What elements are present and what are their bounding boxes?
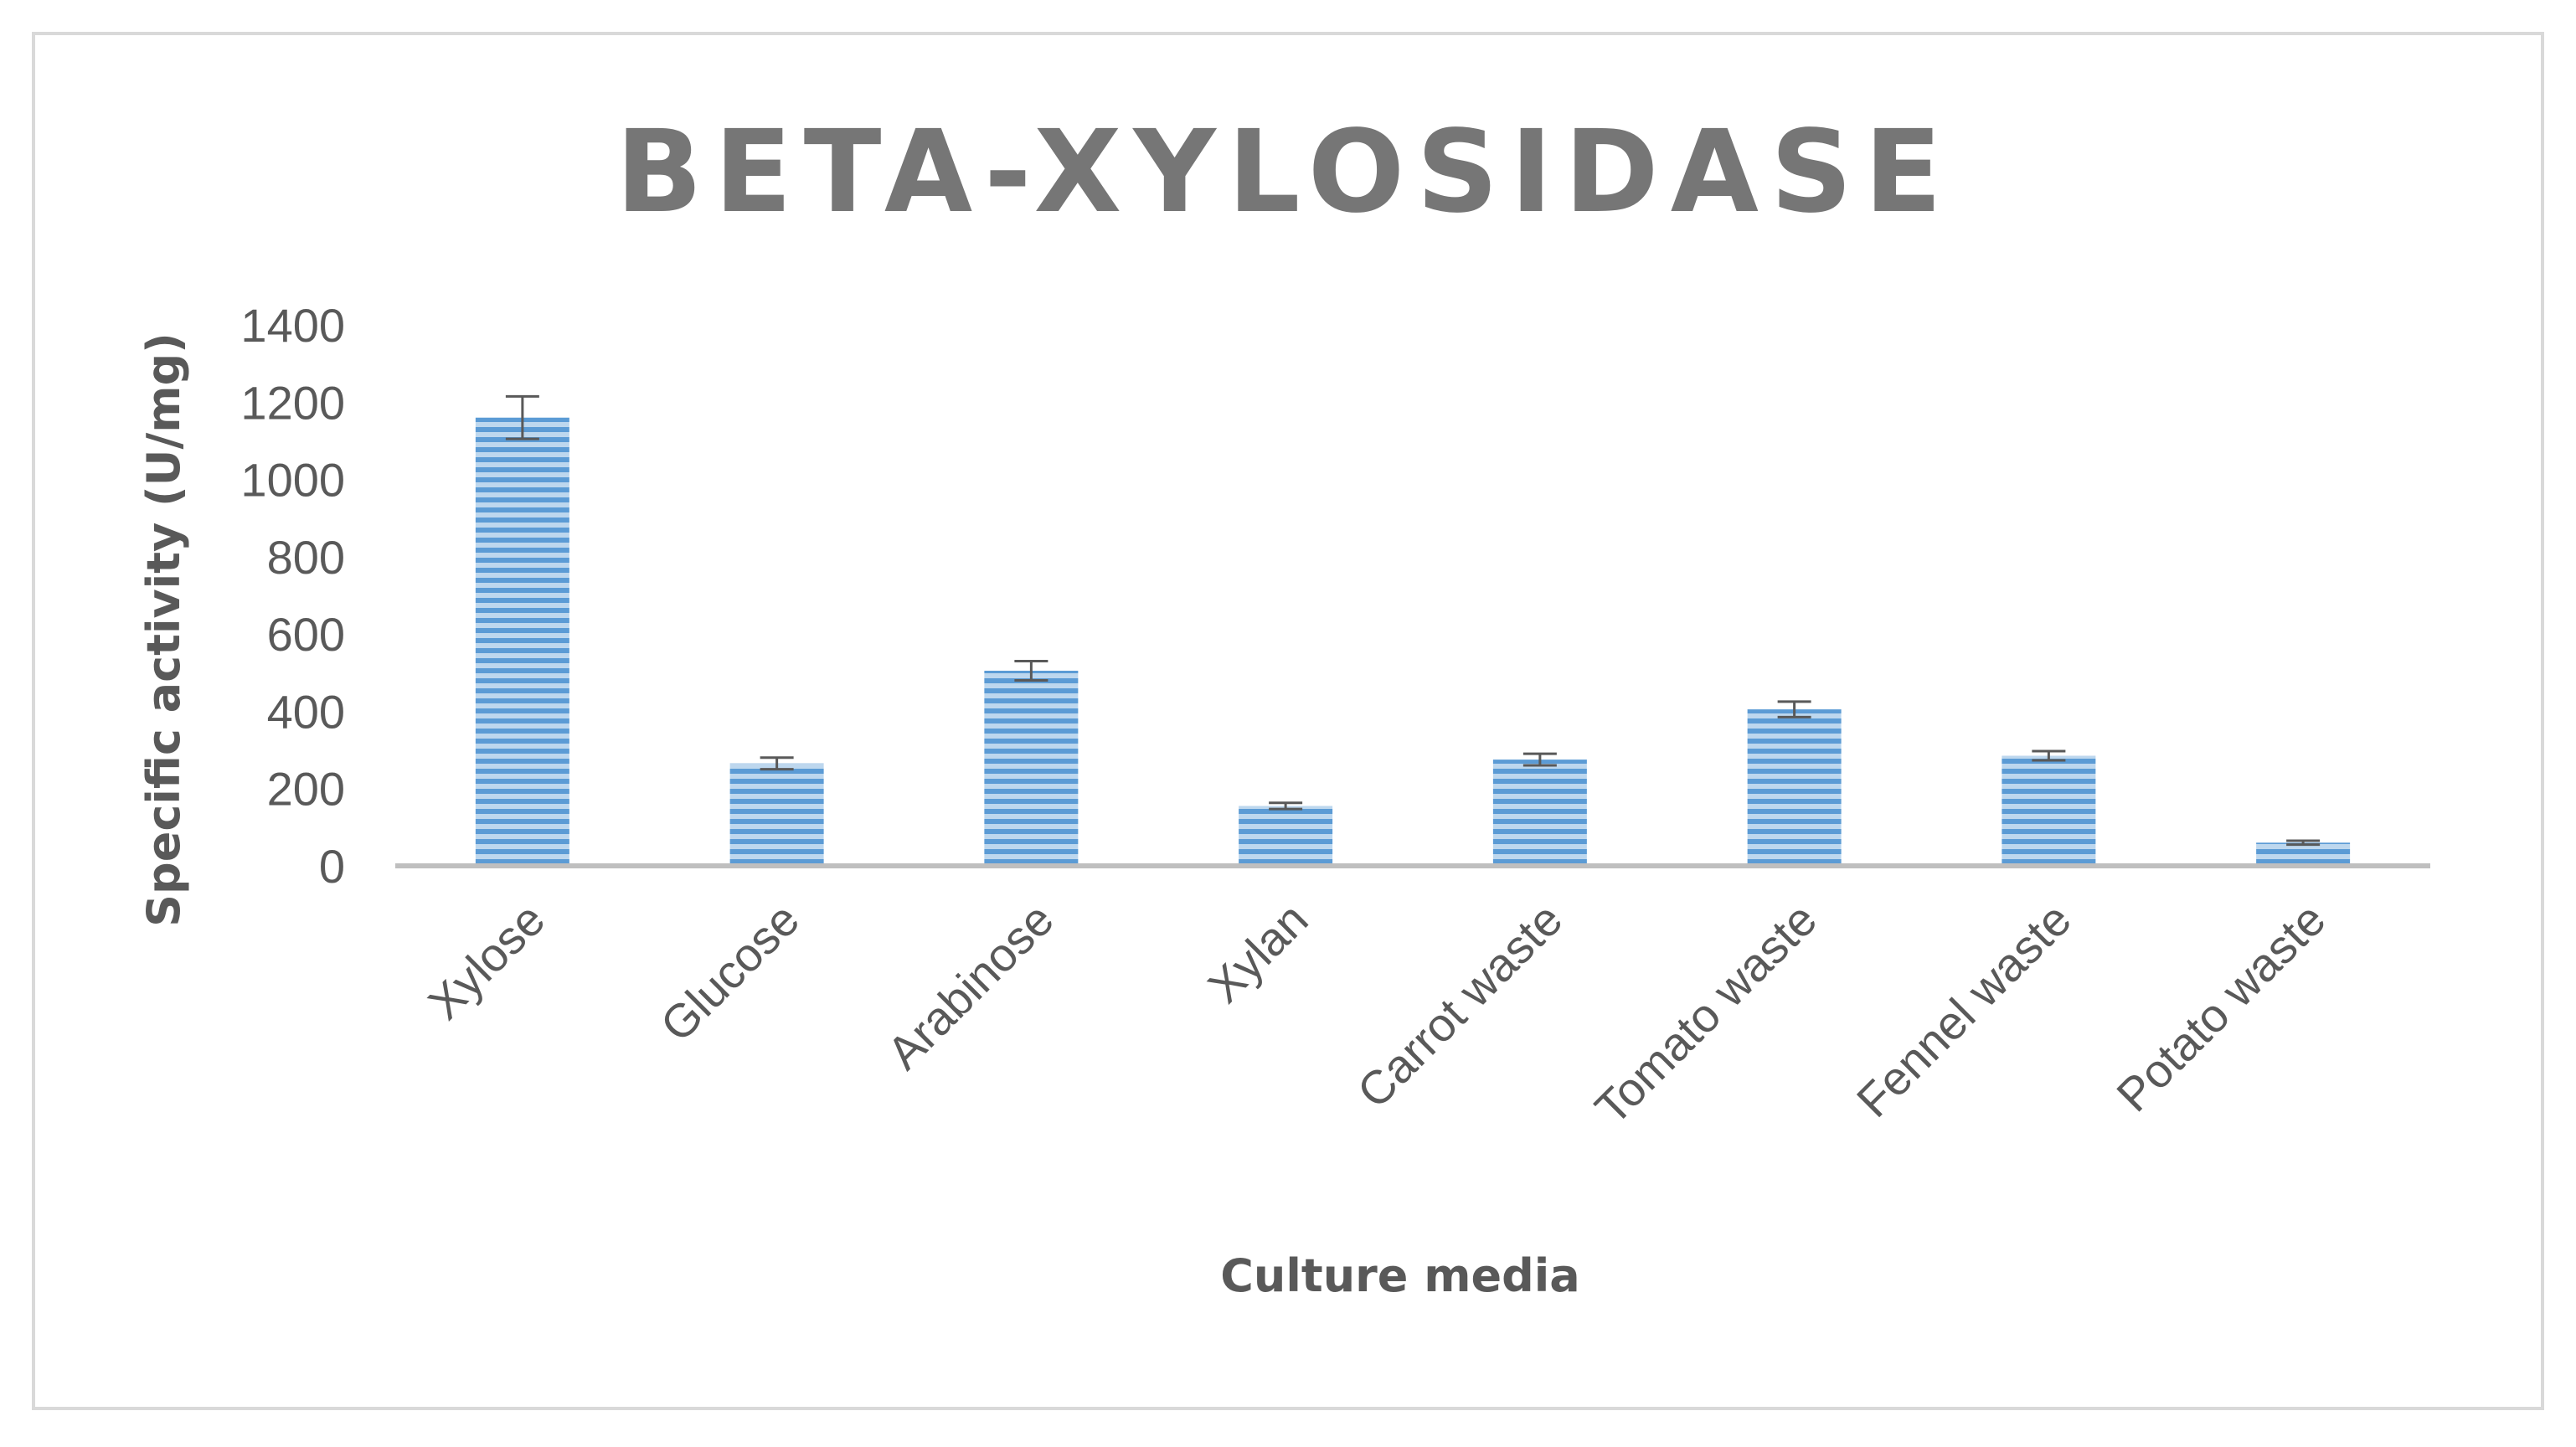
bar-glucose bbox=[729, 763, 824, 866]
y-tick-label: 1400 bbox=[240, 299, 345, 352]
bar-carrot-waste bbox=[1492, 760, 1587, 866]
bar-potato-waste bbox=[2256, 842, 2351, 866]
bar-xylan bbox=[1239, 806, 1333, 866]
x-tick-label: Xylan bbox=[1198, 893, 1318, 1013]
y-tick-label: 200 bbox=[267, 763, 345, 816]
bar-tomato-waste bbox=[1747, 709, 1842, 866]
x-tick-label: Xylose bbox=[418, 893, 554, 1029]
y-tick-label: 800 bbox=[267, 531, 345, 584]
x-tick-label: Arabinose bbox=[877, 893, 1064, 1079]
bar-xylose bbox=[475, 417, 569, 866]
x-tick-label: Potato waste bbox=[2106, 893, 2335, 1121]
x-axis-ticks: Xylose Glucose Arabinose Xylan Carrot waste T… bbox=[418, 893, 2336, 1135]
y-axis-label: Specific activity (U/mg) bbox=[137, 332, 190, 927]
y-tick-label: 1000 bbox=[240, 454, 345, 507]
bar-arabinose bbox=[984, 670, 1079, 866]
x-tick-label: Fennel waste bbox=[1847, 893, 2081, 1127]
y-axis-ticks: 0 200 400 600 800 1000 1200 1400 bbox=[240, 299, 345, 893]
x-tick-label: Tomato waste bbox=[1584, 893, 1826, 1135]
y-tick-label: 400 bbox=[267, 685, 345, 738]
y-tick-label: 600 bbox=[267, 608, 345, 661]
chart-frame: BETA-XYLOSIDASE 0 200 400 600 800 1000 1200 140… bbox=[32, 32, 2544, 1410]
y-tick-label: 1200 bbox=[240, 376, 345, 429]
error-bars bbox=[505, 394, 2321, 847]
x-axis-label: Culture media bbox=[1220, 1249, 1579, 1302]
chart-title: BETA-XYLOSIDASE bbox=[616, 106, 1954, 239]
bar-fennel-waste bbox=[2002, 755, 2096, 866]
bars bbox=[475, 417, 2351, 866]
x-tick-label: Carrot waste bbox=[1347, 893, 1572, 1118]
y-tick-label: 0 bbox=[319, 840, 345, 893]
chart-svg: BETA-XYLOSIDASE 0 200 400 600 800 1000 1200 140… bbox=[137, 106, 2430, 1302]
x-tick-label: Glucose bbox=[650, 893, 809, 1052]
